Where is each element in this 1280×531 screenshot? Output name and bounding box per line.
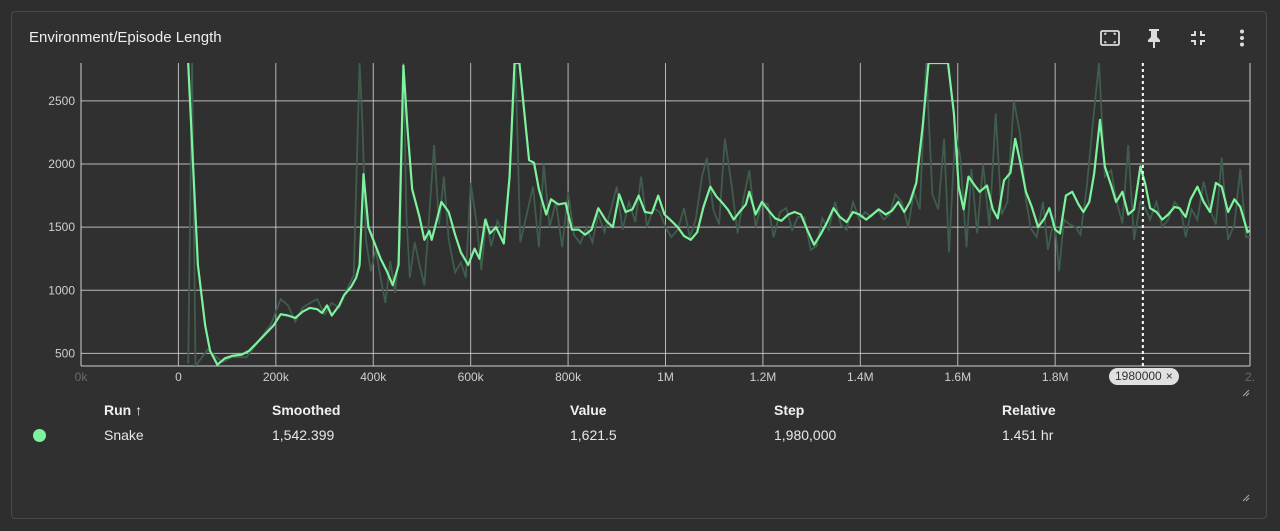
series-raw-line bbox=[187, 63, 1250, 366]
row-step: 1,980,000 bbox=[774, 427, 837, 443]
header-value[interactable]: Value bbox=[570, 402, 607, 418]
collapse-icon bbox=[1191, 31, 1205, 45]
hover-step-label: 1980000 bbox=[1115, 369, 1162, 383]
row-smoothed: 1,542.399 bbox=[272, 427, 335, 443]
chart-grid bbox=[80, 63, 1251, 367]
fit-domain-button[interactable] bbox=[1096, 24, 1124, 52]
fit-domain-icon bbox=[1100, 30, 1120, 46]
pin-icon bbox=[1148, 29, 1160, 48]
x-tick-label: 1.4M bbox=[847, 370, 874, 384]
x-tick-label: 0k bbox=[75, 370, 89, 384]
row-value: 1,621.5 bbox=[570, 427, 617, 443]
x-tick-label: 400k bbox=[360, 370, 387, 384]
more-options-button[interactable] bbox=[1228, 24, 1256, 52]
x-tick-label: 0 bbox=[175, 370, 182, 384]
line-chart[interactable]: 500 1000 1500 2000 2500 0k 0 200k 400k 600k 800k 1… bbox=[0, 0, 1280, 400]
header-step[interactable]: Step bbox=[774, 402, 805, 418]
collapse-button[interactable] bbox=[1184, 24, 1212, 52]
hover-step-chip[interactable]: 1980000 × bbox=[1109, 368, 1179, 385]
more-vert-icon bbox=[1240, 29, 1244, 47]
series-smoothed-line bbox=[187, 63, 1250, 366]
pin-button[interactable] bbox=[1140, 24, 1168, 52]
x-tick-label: 2. bbox=[1245, 370, 1255, 384]
x-tick-label: 1M bbox=[657, 370, 674, 384]
y-tick-label: 2500 bbox=[48, 94, 75, 108]
y-tick-label: 500 bbox=[55, 346, 75, 360]
y-tick-label: 2000 bbox=[48, 157, 75, 171]
header-run[interactable]: Run ↑ bbox=[104, 402, 143, 418]
y-tick-label: 1500 bbox=[48, 220, 75, 234]
close-icon[interactable]: × bbox=[1165, 369, 1173, 383]
row-relative: 1.451 hr bbox=[1002, 427, 1054, 443]
header-smoothed[interactable]: Smoothed bbox=[272, 402, 341, 418]
x-axis-ticks: 0k 0 200k 400k 600k 800k 1M 1.2M 1.4M 1.6M 1.8M 2. bbox=[75, 370, 1255, 384]
x-tick-label: 800k bbox=[555, 370, 582, 384]
run-color-dot bbox=[33, 429, 46, 442]
header-relative[interactable]: Relative bbox=[1002, 402, 1056, 418]
card-title: Environment/Episode Length bbox=[29, 29, 222, 46]
row-run: Snake bbox=[104, 427, 144, 443]
table-resize-icon[interactable] bbox=[1242, 494, 1250, 502]
x-tick-label: 1.8M bbox=[1042, 370, 1069, 384]
y-axis-ticks: 500 1000 1500 2000 2500 bbox=[48, 94, 75, 361]
y-tick-label: 1000 bbox=[48, 283, 75, 297]
x-tick-label: 1.2M bbox=[750, 370, 777, 384]
chart-resize-icon[interactable] bbox=[1242, 389, 1250, 397]
card-toolbar bbox=[1096, 24, 1256, 52]
x-tick-label: 600k bbox=[458, 370, 485, 384]
x-tick-label: 200k bbox=[263, 370, 290, 384]
x-tick-label: 1.6M bbox=[944, 370, 971, 384]
